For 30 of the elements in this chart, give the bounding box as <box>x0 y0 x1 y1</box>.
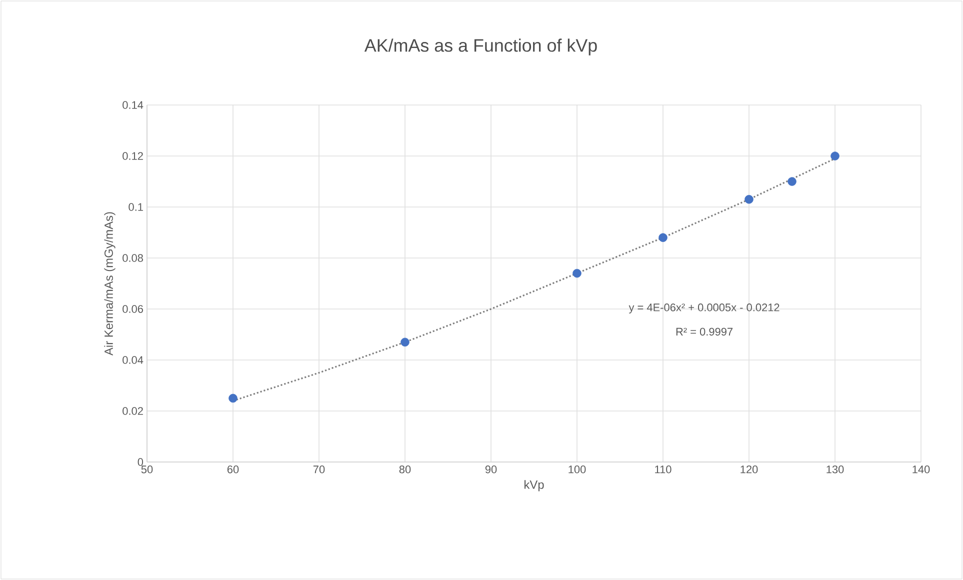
point <box>228 394 238 403</box>
x-tick-label: 100 <box>568 466 586 474</box>
point <box>572 268 582 278</box>
point <box>788 177 796 186</box>
y-tick-label: 0.14 <box>122 101 144 109</box>
y-tick-label: 0.08 <box>122 254 143 262</box>
x-tick-label: 130 <box>826 466 844 474</box>
point <box>400 338 410 347</box>
annotation: R² = 0.9997 <box>676 328 733 336</box>
point <box>830 152 840 160</box>
x-tick-label: 90 <box>485 466 497 474</box>
x-tick-label: 60 <box>227 466 239 474</box>
y-tick-label: 0.12 <box>122 152 143 160</box>
y-axis-title: Air Kerma/mAs (mGy/mAs) <box>104 212 116 356</box>
chart-title: AK/mAs as a Function of kVp <box>364 38 597 56</box>
point <box>658 233 668 242</box>
annotation: y = 4E-06x² + 0.0005x - 0.0212 <box>628 304 780 314</box>
x-tick-label: 70 <box>313 466 325 474</box>
x-axis-title: kVp <box>524 480 544 492</box>
x-tick-label: 120 <box>740 466 758 474</box>
x-tick-label: 140 <box>912 466 930 474</box>
y-tick-label: 0 <box>138 458 144 466</box>
x-tick-label: 110 <box>655 466 672 474</box>
y-tick-label: 0.06 <box>122 305 143 313</box>
x-tick-label: 50 <box>141 466 153 474</box>
y-tick-label: 0.1 <box>128 203 143 211</box>
y-tick-label: 0.04 <box>122 356 144 364</box>
y-tick-label: 0.02 <box>122 407 143 415</box>
point <box>744 194 754 204</box>
x-tick-label: 80 <box>399 466 411 474</box>
